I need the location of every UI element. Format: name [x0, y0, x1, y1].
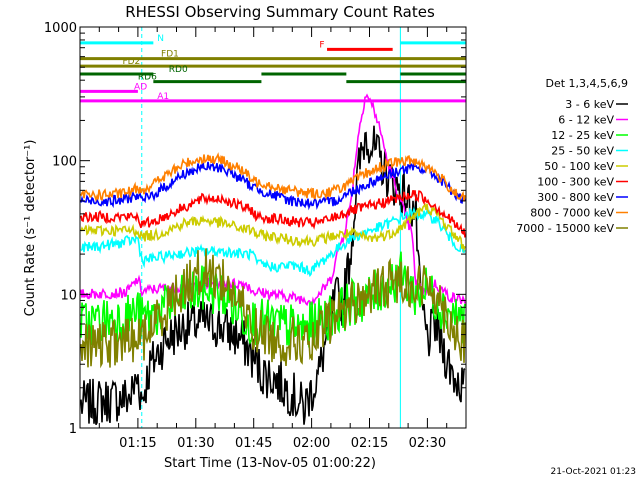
series-lines — [80, 93, 466, 426]
series-line-7 — [80, 152, 466, 203]
legend-label-7: 800 - 7000 keV — [530, 207, 614, 220]
flag-label-fd2: FD2 — [122, 57, 140, 67]
y-tick-label-0: 1 — [69, 422, 77, 437]
x-tick-label-5: 02:30 — [409, 436, 446, 451]
legend-label-2: 12 - 25 keV — [551, 129, 614, 142]
flag-label-ad: AD — [134, 82, 147, 92]
legend-label-0: 3 - 6 keV — [565, 98, 614, 111]
x-axis-label: Start Time (13-Nov-05 01:00:22) — [164, 456, 376, 471]
legend-label-6: 300 - 800 keV — [537, 191, 614, 204]
footer-date: 21-Oct-2021 01:23 — [551, 467, 636, 477]
legend-title: Det 1,3,4,5,6,9 — [545, 77, 628, 90]
x-tick-label-4: 02:15 — [351, 436, 388, 451]
flag-label-n: N — [157, 34, 164, 44]
y-axis-ticks: 1 10 100 1000 — [44, 21, 466, 437]
x-axis-ticks: 01:15 01:30 01:45 02:00 02:15 02:30 — [79, 27, 467, 451]
flag-label-a1: A1 — [157, 92, 169, 102]
series-line-4 — [80, 202, 466, 253]
legend-label-1: 6 - 12 keV — [558, 114, 614, 127]
flag-label-rd0: RD0 — [169, 65, 188, 75]
legend-label-4: 50 - 100 keV — [544, 160, 614, 173]
legend-label-8: 7000 - 15000 keV — [516, 222, 614, 235]
legend: Det 1,3,4,5,6,9 3 - 6 keV 6 - 12 keV 12 - … — [516, 77, 628, 235]
flag-label-rd6: RD6 — [138, 73, 157, 83]
y-tick-label-2: 100 — [52, 155, 77, 170]
x-tick-label-0: 01:15 — [119, 436, 156, 451]
series-line-3 — [80, 206, 466, 278]
flag-label-f: F — [319, 40, 324, 50]
flag-label-fd1: FD1 — [161, 50, 179, 60]
series-line-5 — [80, 189, 466, 238]
series-line-1 — [80, 93, 466, 307]
series-line-2 — [80, 251, 466, 348]
x-tick-label-1: 01:30 — [177, 436, 214, 451]
legend-label-5: 100 - 300 keV — [537, 176, 614, 189]
y-tick-label-1: 10 — [60, 288, 77, 303]
legend-label-3: 25 - 50 keV — [551, 145, 614, 158]
y-axis-label: Count Rate (s⁻¹ detector⁻¹) — [23, 140, 38, 317]
series-line-6 — [80, 161, 466, 211]
series-line-8 — [80, 248, 466, 369]
y-tick-label-3: 1000 — [44, 21, 77, 36]
x-tick-label-2: 01:45 — [235, 436, 272, 451]
chart-title: RHESSI Observing Summary Count Rates — [125, 3, 435, 21]
x-tick-label-3: 02:00 — [293, 436, 330, 451]
